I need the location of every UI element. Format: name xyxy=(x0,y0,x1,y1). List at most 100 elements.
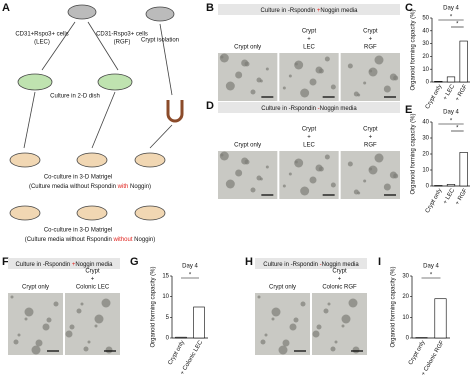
organoid xyxy=(383,85,391,93)
text-part: Noggin) xyxy=(133,237,156,243)
organoid xyxy=(341,314,351,324)
panel-label: A xyxy=(2,2,10,14)
panel-label: F xyxy=(2,256,9,268)
organoid xyxy=(393,173,399,179)
organoid xyxy=(282,184,286,188)
organoid xyxy=(10,295,14,299)
organoid xyxy=(357,191,361,195)
text-part: + xyxy=(72,262,76,268)
text-part: Noggin media xyxy=(322,262,360,268)
organoid xyxy=(393,75,399,81)
panel-title: Culture in -Rspondin -Noggin media xyxy=(263,262,359,268)
panel-title: Culture in -Rspondin +Noggin media xyxy=(16,262,114,268)
organoid xyxy=(271,307,281,317)
y-tick-label: 5 xyxy=(166,315,170,321)
y-axis-label: Organoid forming capacity (%) xyxy=(411,9,417,90)
text-part: - xyxy=(318,106,320,112)
text-part: without xyxy=(113,237,133,243)
text-part: + xyxy=(317,8,321,14)
organoid xyxy=(24,317,28,321)
text-part: Culture in -Rspondin xyxy=(263,262,319,268)
y-tick-label: 20 xyxy=(402,294,409,300)
organoid xyxy=(288,74,292,78)
title-bar xyxy=(218,102,400,113)
organoid xyxy=(341,324,345,328)
organoid xyxy=(235,169,243,177)
image-label: Crypt xyxy=(302,29,317,35)
organoid xyxy=(300,186,310,196)
organoid xyxy=(383,183,391,191)
y-tick-label: 0 xyxy=(406,336,410,342)
sig-star: * xyxy=(430,273,433,279)
organoid xyxy=(368,67,378,77)
y-tick-label: 10 xyxy=(162,294,169,300)
y-tick-label: 40 xyxy=(422,28,429,34)
organoid xyxy=(265,67,269,71)
panel-label: H xyxy=(245,256,253,268)
organoid xyxy=(264,333,268,337)
text-part: Noggin media xyxy=(320,8,358,14)
organoid xyxy=(219,53,229,63)
rgf-cells: CD31-Rspo3+ cells xyxy=(96,32,148,38)
image-label: Crypt xyxy=(302,127,317,133)
organoid xyxy=(309,78,317,86)
organoid xyxy=(105,346,113,354)
y-tick-label: 30 xyxy=(422,41,429,47)
lec-abbr: (LEC) xyxy=(34,40,50,46)
micrograph xyxy=(312,293,367,355)
organoid xyxy=(357,93,361,97)
organoid xyxy=(24,307,34,317)
organoid xyxy=(288,172,292,176)
organoid xyxy=(101,298,111,308)
organoid xyxy=(259,79,263,83)
chart-title: Day 4 xyxy=(443,110,459,116)
organoid xyxy=(250,89,256,95)
organoid xyxy=(347,63,353,69)
x-tick-label: Crypt only xyxy=(167,340,186,366)
y-tick-label: 30 xyxy=(402,274,409,280)
organoid xyxy=(293,317,299,323)
x-tick-label: + RGF xyxy=(455,188,469,207)
y-tick-label: 30 xyxy=(422,136,429,142)
image-label: Colonic RGF xyxy=(322,285,357,291)
organoid xyxy=(318,68,324,74)
bar xyxy=(434,298,447,339)
organoid xyxy=(13,339,19,345)
panel-label: G xyxy=(130,256,139,268)
panel-title: Culture in -Rspondin +Noggin media xyxy=(261,8,359,14)
organoid xyxy=(260,339,266,345)
organoid xyxy=(323,308,329,314)
text-part: Noggin media xyxy=(75,262,113,268)
organoid xyxy=(294,60,304,70)
text-part: (Culture media without Rspondin xyxy=(25,237,114,243)
y-tick-label: 20 xyxy=(422,54,429,60)
organoid xyxy=(309,176,317,184)
y-axis-label: Organoid forming capacity (%) xyxy=(411,113,417,194)
panel-label: C xyxy=(405,2,413,14)
text-part: with xyxy=(117,184,129,190)
bar xyxy=(434,81,443,83)
organoid xyxy=(363,179,367,183)
organoid xyxy=(244,61,250,67)
organoid xyxy=(294,158,304,168)
organoid xyxy=(17,333,21,337)
organoid xyxy=(324,56,330,62)
chart-title: Day 4 xyxy=(443,6,459,12)
panel-label: E xyxy=(405,104,412,116)
panel-label: B xyxy=(206,2,214,14)
organoid xyxy=(368,165,378,175)
y-tick-label: 15 xyxy=(162,274,169,280)
sig-star: * xyxy=(450,15,453,21)
image-label: Crypt only xyxy=(22,285,49,291)
micrograph xyxy=(218,53,278,101)
image-label: Crypt xyxy=(363,127,378,133)
organoid xyxy=(83,346,89,352)
organoid xyxy=(324,154,330,160)
organoid xyxy=(94,324,98,328)
image-label: Colonic LEC xyxy=(76,285,110,291)
bar xyxy=(446,184,456,187)
image-label: LEC xyxy=(303,143,315,149)
y-tick-label: 0 xyxy=(166,336,170,342)
organoid xyxy=(300,88,310,98)
image-label: + xyxy=(91,277,95,283)
